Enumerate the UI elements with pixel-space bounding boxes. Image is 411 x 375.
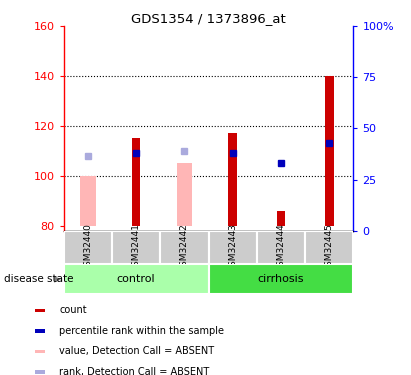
Bar (209, 231, 257, 264)
Text: GSM32441: GSM32441 (132, 223, 141, 272)
Bar (35, 370, 45, 374)
Bar (325, 76, 334, 226)
Bar (209, 264, 353, 294)
Text: GSM32440: GSM32440 (83, 223, 92, 272)
Text: control: control (117, 274, 155, 284)
Bar (35, 350, 45, 353)
Bar (277, 211, 285, 226)
Bar (257, 231, 305, 264)
Bar (132, 138, 141, 226)
Text: count: count (60, 305, 87, 315)
Bar (64, 231, 112, 264)
Text: GSM32445: GSM32445 (325, 223, 334, 272)
Bar (177, 164, 192, 226)
Text: disease state: disease state (4, 274, 74, 284)
Bar (35, 329, 45, 333)
Bar (35, 309, 45, 312)
Text: percentile rank within the sample: percentile rank within the sample (60, 326, 224, 336)
Title: GDS1354 / 1373896_at: GDS1354 / 1373896_at (131, 12, 286, 25)
Text: cirrhosis: cirrhosis (258, 274, 304, 284)
Text: GSM32443: GSM32443 (228, 223, 237, 272)
Text: GSM32444: GSM32444 (277, 223, 286, 272)
Text: value, Detection Call = ABSENT: value, Detection Call = ABSENT (60, 346, 215, 356)
Bar (64, 264, 208, 294)
Text: rank, Detection Call = ABSENT: rank, Detection Call = ABSENT (60, 367, 210, 375)
Bar (305, 231, 353, 264)
Bar (229, 134, 237, 226)
Bar (112, 231, 160, 264)
Bar (160, 231, 209, 264)
Text: GSM32442: GSM32442 (180, 223, 189, 272)
Bar (80, 176, 96, 226)
